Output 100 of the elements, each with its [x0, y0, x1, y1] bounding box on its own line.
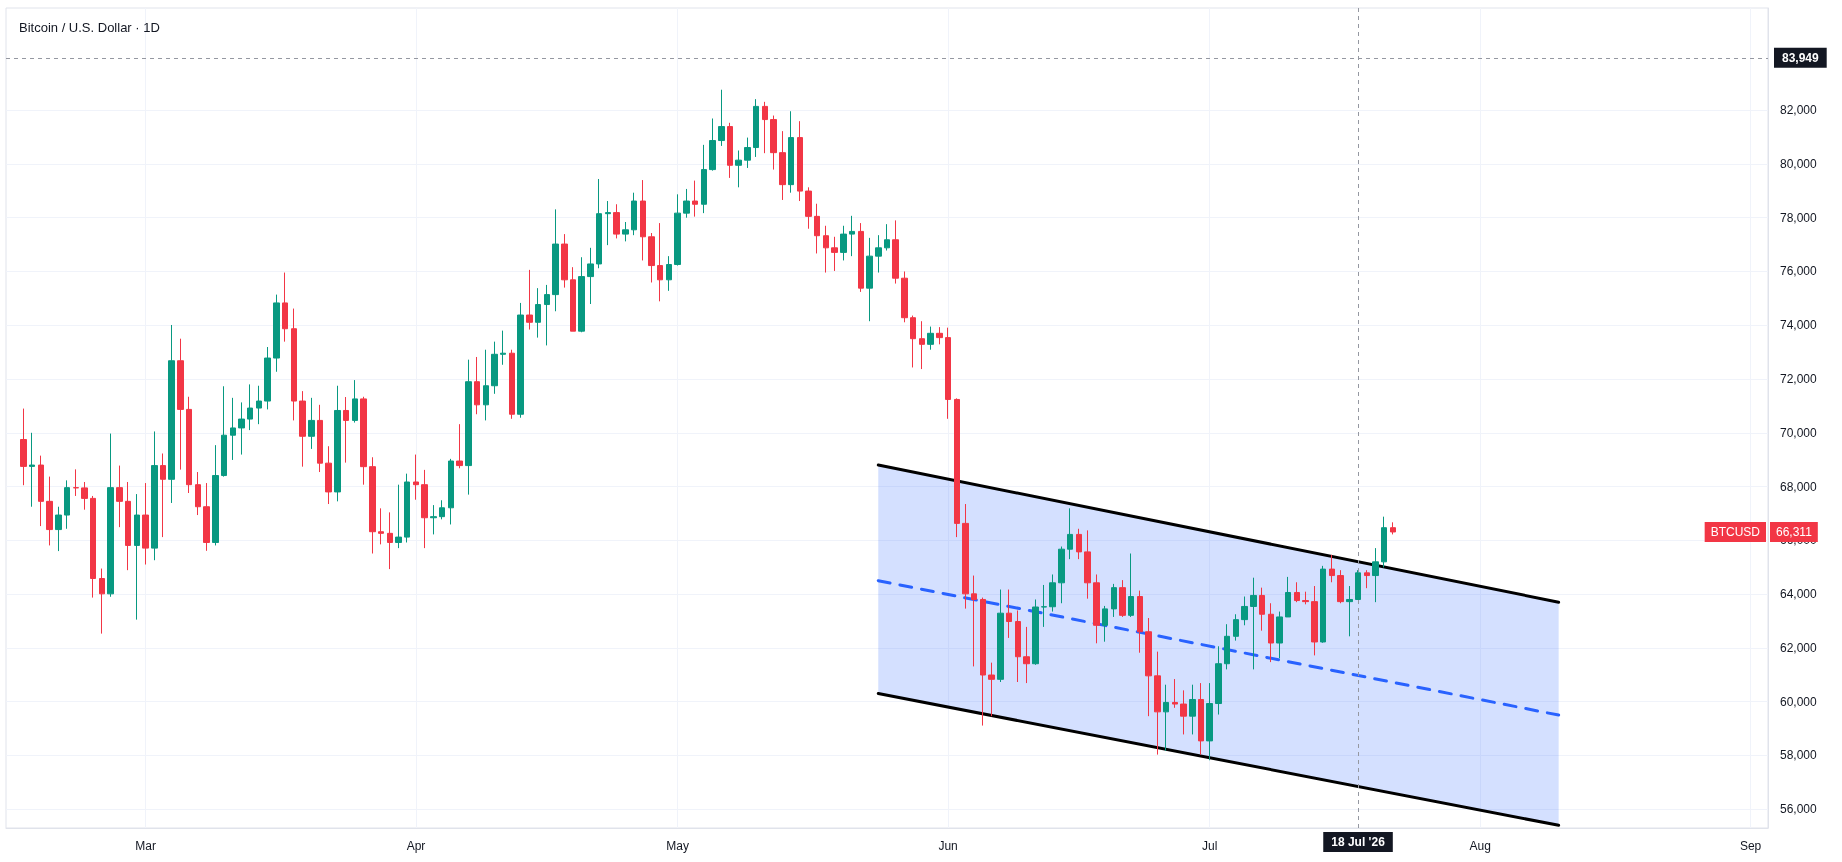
candlestick: [116, 465, 123, 528]
candlestick: [395, 484, 402, 549]
candlestick: [230, 397, 236, 461]
candlestick: [866, 237, 873, 322]
candlestick: [762, 101, 768, 154]
candlestick: [1337, 569, 1344, 604]
candlestick: [1023, 626, 1030, 684]
candlestick: [823, 225, 829, 274]
candlestick: [317, 404, 323, 473]
candlestick: [1259, 587, 1265, 632]
candlestick: [1058, 546, 1065, 604]
y-tick-label: 58,000: [1780, 748, 1818, 763]
candlestick: [308, 397, 315, 450]
candlestick: [1329, 554, 1335, 583]
candlestick: [1311, 585, 1318, 656]
x-tick-label: Aug: [1469, 839, 1491, 853]
candlestick: [648, 232, 655, 283]
candlestick: [186, 396, 192, 494]
candlestick: [1049, 573, 1056, 613]
candlestick: [622, 221, 629, 242]
candlestick: [945, 327, 951, 420]
x-tick-label: Mar: [135, 839, 156, 853]
candlestick: [1084, 529, 1091, 600]
y-tick-label: 70,000: [1780, 425, 1818, 440]
candlestick: [404, 473, 410, 543]
candlestick: [613, 203, 620, 239]
candlestick: [430, 504, 437, 535]
candlestick: [657, 222, 663, 302]
candlestick: [125, 481, 131, 571]
candlestick: [805, 186, 812, 230]
candlestick: [814, 203, 820, 254]
candlestick: [81, 481, 88, 511]
x-tick-label: May: [666, 839, 689, 853]
candlestick: [474, 356, 480, 415]
candlestick: [718, 89, 725, 147]
candlestick: [831, 236, 838, 272]
candlestick: [858, 222, 864, 293]
y-tick-label: 62,000: [1780, 640, 1818, 655]
candlestick: [439, 499, 445, 520]
candlestick: [552, 208, 559, 312]
candlestick: [1145, 617, 1152, 717]
candlestick: [483, 349, 489, 421]
candlestick: [1372, 547, 1379, 603]
candlestick: [378, 507, 384, 545]
candlestick: [919, 320, 925, 370]
y-tick-label: 76,000: [1780, 264, 1818, 279]
candlestick: [134, 493, 140, 621]
candlestick: [901, 270, 908, 323]
candlestick: [38, 455, 44, 527]
candlestick: [570, 266, 576, 332]
candlestick: [683, 188, 690, 219]
candlestick: [1250, 577, 1257, 670]
candlestick: [1364, 569, 1370, 589]
candlestick: [797, 120, 803, 202]
candlestick: [282, 272, 288, 343]
candlestick: [1067, 507, 1073, 560]
candlestick: [1320, 565, 1326, 644]
candlestick: [980, 597, 986, 727]
candlestick: [517, 302, 524, 419]
candlestick: [1206, 682, 1213, 761]
candlestick: [299, 390, 306, 468]
candlestick: [701, 144, 707, 214]
candlestick: [544, 284, 550, 346]
candlestick: [46, 476, 53, 546]
x-tick-label: Jul: [1202, 839, 1218, 853]
candlestick: [526, 269, 533, 331]
candlestick: [90, 495, 96, 599]
candlestick: [1215, 645, 1222, 716]
candlestick: [221, 385, 227, 478]
candlestick: [168, 324, 175, 504]
candlestick: [1180, 689, 1187, 735]
candlestick: [1355, 569, 1361, 601]
candlestick: [448, 458, 454, 525]
y-tick-label: 72,000: [1780, 372, 1818, 387]
candlestick: [692, 180, 698, 218]
candlestick: [177, 338, 184, 471]
y-tick-label: 60,000: [1780, 694, 1818, 709]
candlestick: [578, 256, 585, 333]
candlestick: [666, 255, 672, 292]
y-tick-label: 82,000: [1780, 103, 1818, 118]
candlestick: [988, 662, 995, 717]
candlestick: [596, 178, 602, 269]
candlestick: [20, 408, 27, 486]
candlestick: [561, 233, 568, 289]
candlestick: [1172, 678, 1178, 709]
candlestick: [744, 137, 751, 169]
candlestick: [1076, 528, 1082, 560]
candlestick: [509, 349, 515, 420]
candlestick: [465, 359, 472, 496]
candlestick: [631, 192, 637, 236]
candlestick: [291, 308, 297, 421]
candlestick: [238, 401, 245, 456]
candlestick: [875, 234, 882, 274]
candlestick: [1154, 651, 1161, 756]
candlestick: [910, 315, 916, 368]
candlestick: [1006, 589, 1012, 639]
candlestick: [107, 433, 114, 598]
candlestick: [1285, 576, 1291, 618]
candlestick: [325, 445, 332, 505]
candlestick: [1381, 516, 1387, 568]
